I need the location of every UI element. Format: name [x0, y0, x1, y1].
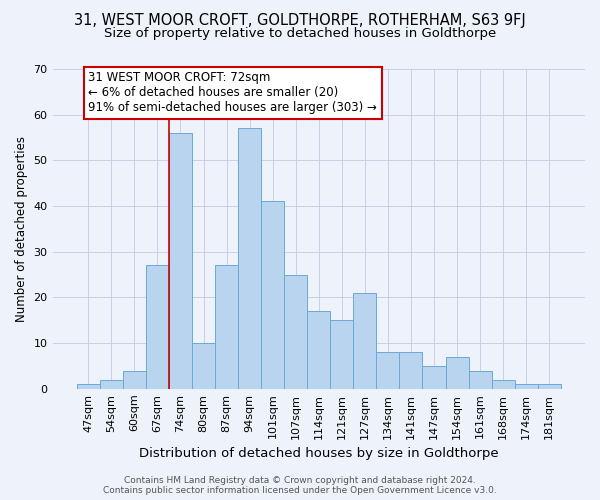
Bar — [146, 266, 169, 389]
Y-axis label: Number of detached properties: Number of detached properties — [15, 136, 28, 322]
Text: 31 WEST MOOR CROFT: 72sqm
← 6% of detached houses are smaller (20)
91% of semi-d: 31 WEST MOOR CROFT: 72sqm ← 6% of detach… — [88, 72, 377, 114]
Bar — [238, 128, 261, 389]
Bar — [192, 343, 215, 389]
X-axis label: Distribution of detached houses by size in Goldthorpe: Distribution of detached houses by size … — [139, 447, 499, 460]
Bar — [169, 133, 192, 389]
Bar — [469, 370, 491, 389]
Bar — [353, 293, 376, 389]
Text: 31, WEST MOOR CROFT, GOLDTHORPE, ROTHERHAM, S63 9FJ: 31, WEST MOOR CROFT, GOLDTHORPE, ROTHERH… — [74, 12, 526, 28]
Bar — [491, 380, 515, 389]
Bar — [446, 357, 469, 389]
Bar — [123, 370, 146, 389]
Bar — [515, 384, 538, 389]
Bar — [307, 311, 330, 389]
Bar — [215, 266, 238, 389]
Bar — [77, 384, 100, 389]
Bar — [538, 384, 561, 389]
Bar — [400, 352, 422, 389]
Bar — [284, 274, 307, 389]
Bar — [261, 202, 284, 389]
Text: Contains HM Land Registry data © Crown copyright and database right 2024.
Contai: Contains HM Land Registry data © Crown c… — [103, 476, 497, 495]
Bar — [376, 352, 400, 389]
Bar — [330, 320, 353, 389]
Text: Size of property relative to detached houses in Goldthorpe: Size of property relative to detached ho… — [104, 28, 496, 40]
Bar — [100, 380, 123, 389]
Bar — [422, 366, 446, 389]
